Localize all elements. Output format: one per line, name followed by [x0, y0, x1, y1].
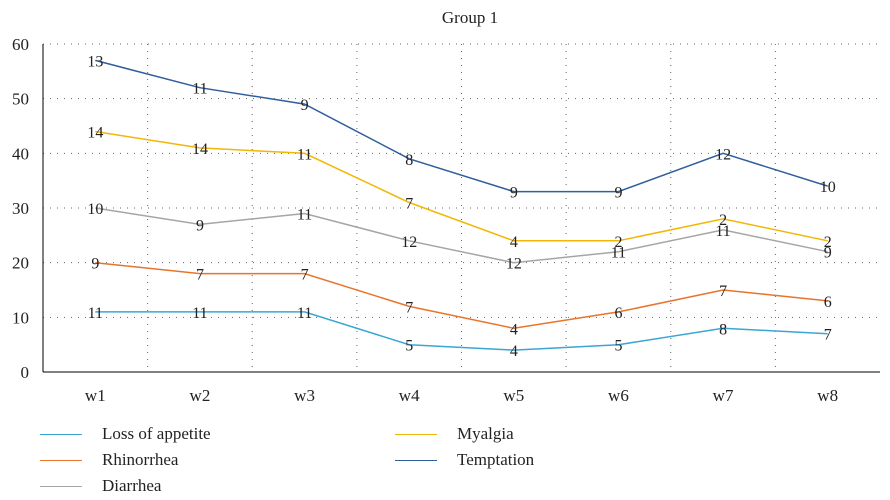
data-label-rhinorrhea: 7 [196, 267, 204, 284]
data-label-myalgia: 14 [192, 141, 208, 158]
data-label-diarrhea: 10 [87, 201, 103, 218]
series-line-loss-of-appetite [95, 311, 828, 351]
data-label-diarrhea: 9 [196, 217, 204, 234]
data-label-temptation: 11 [192, 81, 207, 98]
data-label-diarrhea: 9 [824, 245, 832, 262]
series-line-myalgia [95, 130, 828, 242]
data-label-temptation: 12 [715, 146, 731, 163]
data-label-rhinorrhea: 7 [301, 267, 309, 284]
data-label-rhinorrhea: 9 [91, 256, 99, 273]
x-tick-label: w8 [817, 386, 838, 405]
data-label-loss-of-appetite: 8 [719, 321, 727, 338]
data-label-rhinorrhea: 7 [719, 283, 727, 300]
series-lines [95, 59, 828, 351]
y-tick-label: 60 [12, 35, 29, 54]
data-label-rhinorrhea: 6 [824, 294, 832, 311]
data-label-diarrhea: 12 [506, 256, 522, 273]
legend-item: Temptation [395, 450, 534, 470]
data-label-diarrhea: 11 [297, 206, 312, 223]
legend-item: Diarrhea [40, 476, 161, 496]
x-tick-label: w7 [713, 386, 734, 405]
data-label-temptation: 9 [301, 97, 309, 114]
legend-label: Temptation [457, 450, 535, 469]
y-tick-label: 0 [21, 363, 30, 382]
data-label-myalgia: 2 [824, 234, 832, 251]
axes: 0 10 20 30 40 50 60 w1 w2 w3 w4 w5 w6 w7 w8 [12, 35, 880, 405]
legend-item: Rhinorrhea [40, 450, 178, 470]
x-tick-label: w1 [85, 386, 106, 405]
chart-title: Group 1 [442, 8, 498, 27]
data-label-temptation: 9 [510, 185, 518, 202]
grid [43, 43, 880, 372]
y-tick-label: 10 [12, 308, 29, 327]
data-label-loss-of-appetite: 5 [614, 338, 622, 355]
legend-swatch [40, 459, 82, 461]
data-label-diarrhea: 11 [611, 245, 626, 262]
x-tick-label: w6 [608, 386, 629, 405]
data-label-loss-of-appetite: 11 [297, 305, 312, 322]
series-line-diarrhea [95, 207, 828, 264]
series-line-temptation [95, 59, 828, 193]
line-chart: Group 1 0 10 20 30 40 50 60 w1 w2 w3 w4 w5 w6 w7 w8 11… [12, 8, 880, 405]
x-tick-label: w4 [399, 386, 420, 405]
legend-item: Loss of appetite [40, 424, 211, 444]
legend-swatch [395, 433, 437, 435]
data-label-myalgia: 2 [719, 212, 727, 229]
data-labels: 11 11 11 5 4 5 8 7 9 7 7 7 4 6 7 6 10 9 11 12 12 11 11 9 14 14 11 7… [87, 53, 835, 360]
legend-item: Myalgia [395, 424, 514, 444]
legend-label: Diarrhea [102, 476, 162, 495]
legend-swatch [40, 433, 82, 435]
x-tick-label: w3 [294, 386, 315, 405]
data-label-rhinorrhea: 7 [405, 299, 413, 316]
data-label-temptation: 13 [87, 53, 103, 70]
data-label-temptation: 9 [614, 185, 622, 202]
data-label-myalgia: 4 [510, 234, 518, 251]
y-tick-label: 40 [12, 144, 29, 163]
data-label-rhinorrhea: 6 [614, 305, 622, 322]
series-line-rhinorrhea [95, 261, 828, 330]
data-label-rhinorrhea: 4 [510, 321, 518, 338]
legend: Loss of appetite Rhinorrhea Diarrhea Myalgi… [40, 424, 640, 500]
x-tick-label: w2 [190, 386, 211, 405]
data-label-diarrhea: 12 [401, 234, 417, 251]
legend-swatch [395, 459, 437, 461]
y-tick-label: 20 [12, 254, 29, 273]
data-label-loss-of-appetite: 7 [824, 327, 832, 344]
data-label-diarrhea: 11 [715, 223, 730, 240]
x-tick-label: w5 [503, 386, 524, 405]
data-label-loss-of-appetite: 4 [510, 343, 518, 360]
data-label-loss-of-appetite: 11 [192, 305, 207, 322]
y-tick-label: 30 [12, 199, 29, 218]
data-label-loss-of-appetite: 11 [88, 305, 103, 322]
data-label-temptation: 10 [820, 179, 836, 196]
data-label-myalgia: 2 [614, 234, 622, 251]
data-label-myalgia: 11 [297, 146, 312, 163]
y-tick-label: 50 [12, 90, 29, 109]
legend-swatch [40, 485, 82, 487]
data-label-myalgia: 7 [405, 196, 413, 213]
legend-label: Rhinorrhea [102, 450, 179, 469]
legend-label: Myalgia [457, 424, 514, 443]
legend-label: Loss of appetite [102, 424, 211, 443]
data-label-loss-of-appetite: 5 [405, 338, 413, 355]
data-label-myalgia: 14 [87, 124, 103, 141]
data-label-temptation: 8 [405, 152, 413, 169]
